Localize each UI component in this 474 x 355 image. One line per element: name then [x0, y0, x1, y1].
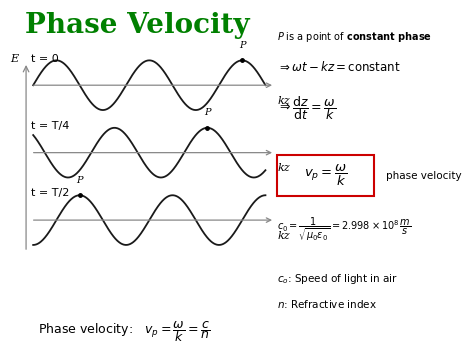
Text: $c_o$: Speed of light in air: $c_o$: Speed of light in air: [277, 272, 398, 286]
Text: $v_p = \dfrac{\omega}{k}$: $v_p = \dfrac{\omega}{k}$: [304, 163, 347, 188]
Text: P: P: [239, 41, 246, 50]
Text: kz: kz: [277, 231, 290, 241]
Bar: [277, 155, 374, 196]
Text: P: P: [76, 176, 83, 185]
Text: t = T/2: t = T/2: [31, 189, 69, 198]
Text: E: E: [10, 54, 18, 64]
Text: kz: kz: [277, 163, 290, 173]
Text: kz: kz: [277, 96, 290, 106]
Text: $\Rightarrow \dfrac{\mathrm{d}z}{\mathrm{d}t} = \dfrac{\omega}{k}$: $\Rightarrow \dfrac{\mathrm{d}z}{\mathrm…: [277, 94, 337, 122]
Text: t = T/4: t = T/4: [31, 121, 69, 131]
Text: $\mathit{P}$ is a point of $\mathbf{constant\ phase}$: $\mathit{P}$ is a point of $\mathbf{cons…: [277, 30, 432, 44]
Text: Phase Velocity: Phase Velocity: [25, 12, 250, 39]
Text: Phase velocity:   $v_p = \dfrac{\omega}{k} = \dfrac{c}{n}$: Phase velocity: $v_p = \dfrac{\omega}{k}…: [38, 320, 210, 344]
Text: P: P: [204, 108, 210, 117]
Text: $\Rightarrow \omega \mathit{t} - \mathit{kz} = \mathrm{constant}$: $\Rightarrow \omega \mathit{t} - \mathit…: [277, 60, 401, 75]
Text: phase velocity: phase velocity: [386, 171, 462, 181]
Text: t = 0: t = 0: [31, 54, 59, 64]
Text: $n$: Refractive index: $n$: Refractive index: [277, 297, 377, 310]
Text: $c_0 = \dfrac{1}{\sqrt{\mu_0\varepsilon_0}} = 2.998 \times 10^8\,\dfrac{m}{s}$: $c_0 = \dfrac{1}{\sqrt{\mu_0\varepsilon_…: [277, 215, 412, 243]
